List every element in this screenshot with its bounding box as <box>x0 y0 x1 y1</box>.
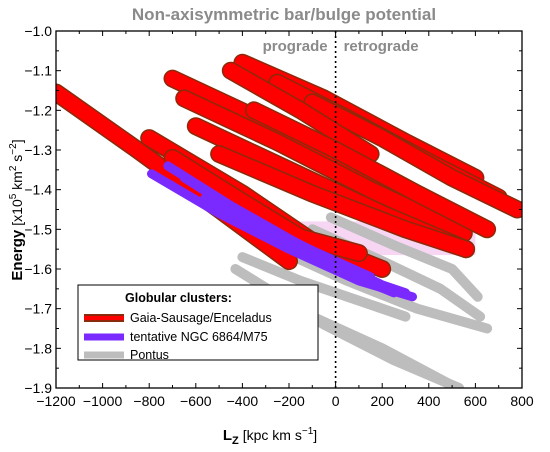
x-tick-label: 800 <box>510 393 534 409</box>
legend-label-ngc6864: tentative NGC 6864/M75 <box>130 330 268 344</box>
series-track <box>304 94 522 217</box>
y-tick-label: −1.8 <box>24 340 52 356</box>
x-axis-unit-pre: [kpc km s <box>243 427 302 443</box>
y-axis-unit-sup1: 5 <box>8 193 19 199</box>
series-track <box>211 146 474 257</box>
y-tick-label: −1.7 <box>24 301 52 317</box>
series-track <box>272 244 493 334</box>
y-tick-label: −1.2 <box>24 102 52 118</box>
series-track <box>325 212 483 302</box>
x-tick-label: −1000 <box>83 393 123 409</box>
x-tick-label: 400 <box>417 393 441 409</box>
x-axis-unit-post: ] <box>313 427 317 443</box>
legend: Globular clusters: Gaia-Sausage/Enceladu… <box>77 284 319 362</box>
y-axis-unit-post: ] <box>9 139 25 143</box>
legend-box <box>77 284 319 361</box>
chart-title: Non-axisymmetric bar/bulge potential <box>132 5 436 24</box>
x-tick-label: −200 <box>273 393 305 409</box>
x-tick-label: −400 <box>227 393 259 409</box>
legend-label-gse: Gaia-Sausage/Enceladus <box>130 311 272 325</box>
x-axis-label-sub: Z <box>232 435 239 447</box>
x-axis-label: LZ [kpc km s−1] <box>223 426 317 447</box>
series-track <box>165 150 367 261</box>
legend-label-pontus: Pontus <box>130 348 169 362</box>
y-tick-label: −1.3 <box>24 142 52 158</box>
x-tick-label: 200 <box>371 393 395 409</box>
y-axis-unit-sup3: −2 <box>8 143 19 155</box>
y-axis-unit-pre: [x10 <box>9 199 25 226</box>
y-axis-unit-mid: km <box>9 171 25 194</box>
y-tick-label: −1.9 <box>24 380 52 396</box>
y-tick-label: −1.5 <box>24 221 52 237</box>
series-track <box>200 193 399 298</box>
y-axis-unit-mid2: s <box>9 155 25 166</box>
x-tick-label: −1200 <box>36 393 76 409</box>
x-tick-label: 600 <box>464 393 488 409</box>
y-axis-unit-sup2: 2 <box>8 165 19 171</box>
region-label-prograde: prograde <box>263 38 328 55</box>
series-track <box>176 90 472 241</box>
y-axis-label: Energy [x105 km2 s−2] <box>8 139 26 280</box>
y-tick-label: −1.4 <box>24 182 52 198</box>
x-tick-label: 0 <box>332 393 340 409</box>
series-track <box>237 252 411 322</box>
x-tick-label: −600 <box>180 393 212 409</box>
region-label-retrograde: retrograde <box>344 38 419 55</box>
series-track <box>246 102 495 237</box>
y-axis: −1.0 −1.1 −1.2 −1.3 −1.4 −1.5 −1.6 −1.7 −1.8 −1.9 <box>24 23 522 396</box>
y-tick-label: −1.0 <box>24 23 52 39</box>
legend-title: Globular clusters: <box>125 291 232 305</box>
y-axis-label-main: Energy <box>9 229 26 281</box>
series-track <box>223 63 379 162</box>
y-tick-label: −1.1 <box>24 63 52 79</box>
y-tick-label: −1.6 <box>24 261 52 277</box>
x-axis-label-main: L <box>223 427 232 444</box>
x-axis-unit-sup: −1 <box>302 426 314 437</box>
x-axis: −1200 −1000 −800 −600 −400 −200 0 200 400 600 800 <box>36 31 534 409</box>
x-tick-label: −800 <box>133 393 165 409</box>
